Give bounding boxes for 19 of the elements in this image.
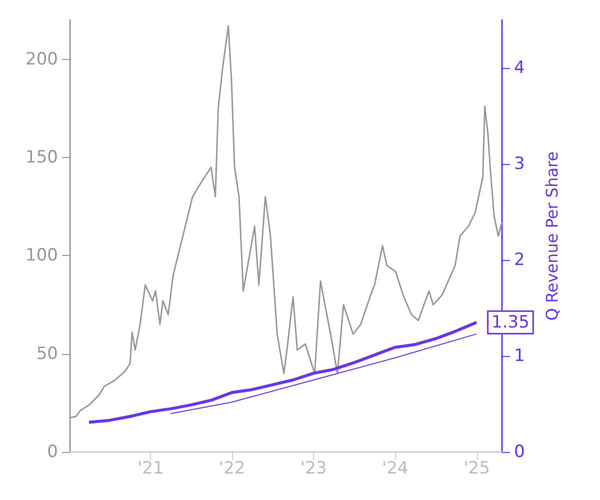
- y2-axis-title: Q Revenue Per Share: [542, 151, 562, 321]
- y-tick-label: 100: [26, 246, 58, 266]
- line-series: [87, 320, 478, 424]
- y2-tick-label: 3: [514, 154, 525, 174]
- y2-tick-label: 1: [514, 346, 525, 366]
- x-tick-label: '25: [464, 458, 490, 478]
- line-series: [170, 333, 478, 414]
- y-tick-label: 0: [47, 442, 58, 462]
- y2-tick-label: 2: [514, 250, 525, 270]
- x-tick-label: '21: [137, 458, 164, 478]
- y-tick-label: 50: [36, 344, 58, 364]
- x-tick-label: '24: [382, 458, 408, 478]
- y-tick-label: 150: [26, 147, 58, 168]
- x-tick-label: '22: [218, 458, 246, 478]
- y-tick-label: 200: [26, 49, 58, 70]
- y2-tick-label: 4: [514, 58, 525, 78]
- y2-tick-label: 0: [514, 442, 525, 462]
- x-tick-label: '23: [300, 458, 327, 478]
- data-label: 1.35: [492, 312, 530, 332]
